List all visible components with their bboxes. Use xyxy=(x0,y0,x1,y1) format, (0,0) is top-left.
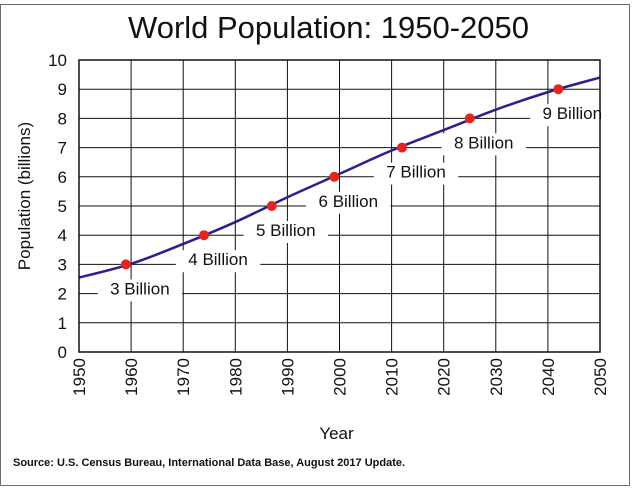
y-tick-label: 8 xyxy=(58,109,67,128)
x-tick-label: 2020 xyxy=(435,358,454,396)
milestone-marker xyxy=(329,171,340,182)
y-tick-label: 7 xyxy=(58,139,67,158)
milestone-label: 8 Billion xyxy=(454,133,514,152)
y-tick-label: 0 xyxy=(58,343,67,362)
x-tick-label: 1950 xyxy=(70,358,89,396)
y-tick-label: 1 xyxy=(58,314,67,333)
milestone-marker xyxy=(120,259,131,270)
y-tick-label: 9 xyxy=(58,80,67,99)
milestone-label: 7 Billion xyxy=(386,163,446,182)
y-axis-label: Population (billions) xyxy=(15,122,34,270)
milestone-label: 6 Billion xyxy=(319,192,379,211)
y-tick-label: 2 xyxy=(58,285,67,304)
milestone-marker xyxy=(397,142,408,153)
x-tick-label: 1960 xyxy=(122,358,141,396)
chart-title: World Population: 1950-2050 xyxy=(128,10,529,45)
milestone-marker xyxy=(464,113,475,124)
milestone-label: 3 Billion xyxy=(110,279,170,298)
milestone-label: 5 Billion xyxy=(256,221,316,240)
x-tick-label: 2030 xyxy=(487,358,506,396)
milestone-marker xyxy=(266,201,277,211)
x-tick-label: 1990 xyxy=(278,358,297,396)
milestone-marker xyxy=(199,230,210,241)
y-tick-label: 3 xyxy=(58,255,67,274)
source-note: Source: U.S. Census Bureau, Internationa… xyxy=(13,457,406,469)
x-tick-label: 1980 xyxy=(226,358,245,396)
milestone-label: 4 Billion xyxy=(188,250,248,269)
milestone-label-bg xyxy=(373,162,459,185)
x-tick-label: 2040 xyxy=(539,358,558,396)
milestone-label-bg xyxy=(243,221,328,243)
milestone-label-bg xyxy=(441,133,526,156)
y-tick-label: 5 xyxy=(58,197,67,216)
milestone-label-bg xyxy=(530,104,615,127)
y-tick-label: 6 xyxy=(58,168,67,187)
x-tick-label: 2010 xyxy=(383,358,402,396)
y-tick-label: 4 xyxy=(58,226,67,245)
x-axis-label: Year xyxy=(319,424,354,443)
x-tick-label: 1970 xyxy=(174,358,193,396)
milestone-label-bg xyxy=(306,191,391,214)
milestone-label: 9 Billion xyxy=(543,104,603,123)
plot-border xyxy=(78,59,601,353)
milestone-label-bg xyxy=(175,250,261,273)
chart-frame xyxy=(0,4,630,486)
x-tick-label: 2050 xyxy=(591,358,610,396)
milestone-label-bg xyxy=(97,279,183,302)
population-line xyxy=(78,76,601,279)
y-tick-label: 10 xyxy=(48,51,67,70)
x-tick-label: 2000 xyxy=(331,358,350,396)
milestone-marker xyxy=(553,84,564,95)
